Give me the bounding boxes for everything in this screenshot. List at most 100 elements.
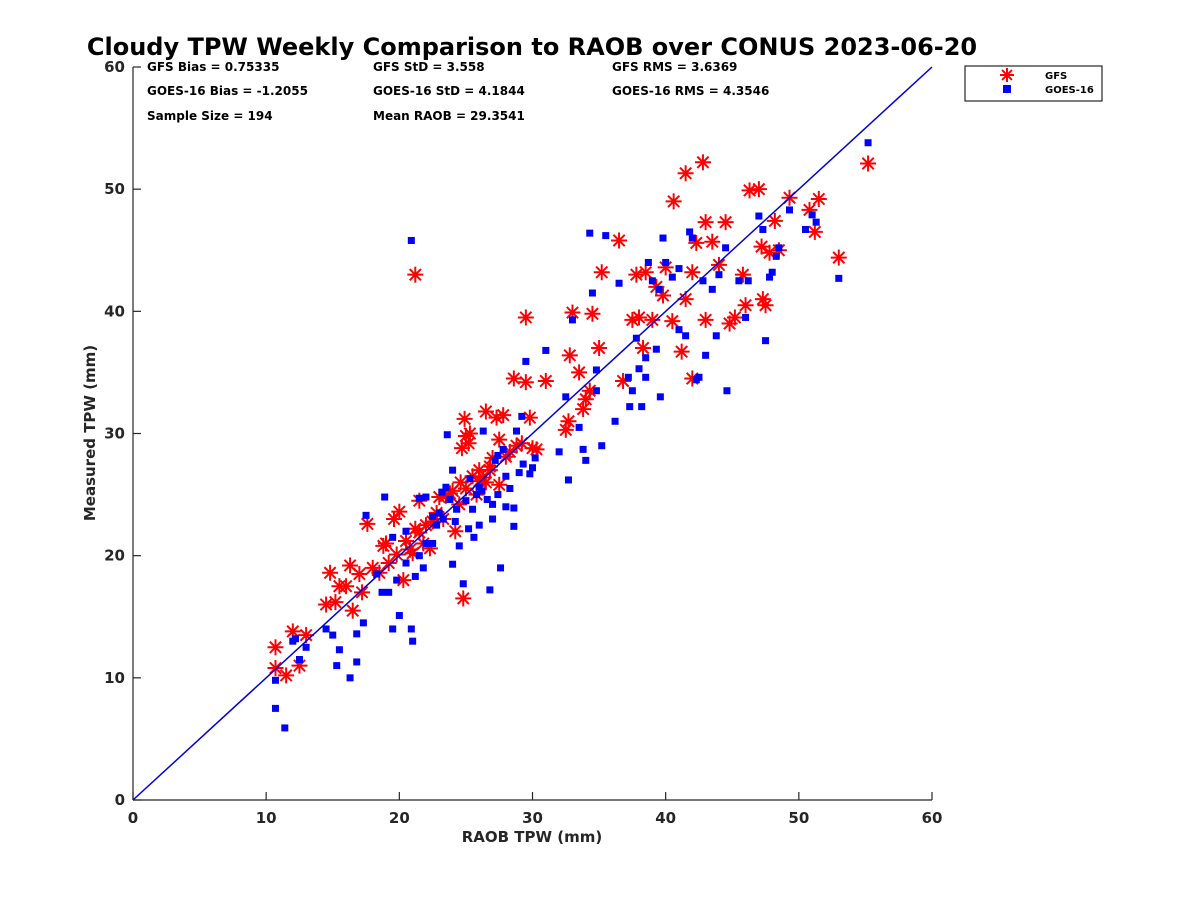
goes16-point [526,470,534,478]
goes16-point [602,232,610,240]
gfs-point [560,413,577,430]
goes16-point [422,539,430,547]
goes16-point [686,228,694,236]
gfs-point [710,256,727,273]
goes16-point [389,533,397,541]
goes16-point [353,658,361,666]
goes16-point [439,515,447,523]
goes16-point [393,576,401,584]
gfs-point [267,639,284,656]
gfs-point [391,503,408,520]
gfs-point [557,421,574,438]
stat-goes-rms: GOES-16 RMS = 4.3546 [612,84,769,98]
goes16-point [568,316,576,324]
gfs-point [860,155,877,172]
goes16-point [715,271,723,279]
goes16-point [835,274,843,282]
goes16-point [419,564,427,572]
goes16-point [506,484,514,492]
goes16-point [489,500,497,508]
stat-goes-bias: GOES-16 Bias = -1.2055 [147,84,308,98]
goes16-point [542,346,550,354]
y-tick-label: 10 [104,669,125,687]
gfs-point [456,410,473,427]
gfs-point [571,364,588,381]
legend-goes-label: GOES-16 [1045,85,1094,96]
legend-box [964,65,1103,102]
goes16-point [395,612,403,620]
goes16-point [494,451,502,459]
goes16-point [333,662,341,670]
goes16-point [766,273,774,281]
goes16-point [735,277,743,285]
goes16-point [529,464,536,472]
goes16-point [465,525,473,533]
goes16-point [389,625,397,633]
goes16-point [510,522,518,530]
goes16-point [415,552,423,560]
gfs-point [517,309,534,326]
goes16-point [385,588,393,596]
x-tick-label: 10 [256,809,277,827]
goes16-point [362,511,370,519]
goes16-point [562,393,570,401]
goes16-point [786,206,794,214]
goes16-point [475,521,483,529]
gfs-point [664,313,681,330]
gfs-point [477,403,494,420]
goes16-point [812,218,820,226]
goes16-point [522,357,530,365]
goes16-point [407,236,415,244]
gfs-point [611,232,628,249]
goes16-point [675,265,683,273]
x-axis-title: RAOB TPW (mm) [462,828,603,846]
legend-gfs-marker [1000,68,1014,82]
goes16-point [494,491,502,499]
goes16-point [462,497,470,505]
goes16-point [491,456,499,464]
gfs-point [593,264,610,281]
goes16-point [378,588,386,596]
stat-mean-raob: Mean RAOB = 29.3541 [373,109,525,123]
gfs-point [351,565,368,582]
goes16-point [688,234,696,242]
goes16-point [443,431,451,439]
gfs-point [697,311,714,328]
goes16-point [302,643,310,651]
goes16-point [489,515,497,523]
goes16-point [575,423,583,431]
goes16-point [486,586,494,594]
stat-gfs-rms: GFS RMS = 3.6369 [612,60,737,74]
gfs-point [635,339,652,356]
gfs-point [810,190,827,207]
gfs-point [278,667,295,684]
goes16-point [755,212,763,220]
gfs-point [717,214,734,231]
gfs-point [644,311,661,328]
y-axis-title: Measured TPW (mm) [81,345,99,521]
legend: GFS GOES-16 [964,65,1103,102]
goes16-point [483,495,491,503]
goes16-point [291,635,299,643]
y-tick-label: 50 [104,180,125,198]
goes16-point [433,521,441,529]
goes16-point [402,559,410,567]
stat-gfs-bias: GFS Bias = 0.75335 [147,60,279,74]
goes16-point [642,354,650,362]
goes16-point [502,472,510,480]
goes16-point [435,509,443,517]
gfs-point [447,523,464,540]
goes16-point [744,277,752,285]
goes16-point [864,139,872,147]
goes16-point [801,225,809,233]
goes16-point [586,229,594,237]
goes16-point [611,417,619,425]
goes16-point [359,619,367,627]
gfs-point [665,193,682,210]
goes16-point [478,487,486,495]
gfs-point [677,165,694,182]
goes16-point [592,366,600,374]
goes16-point [742,313,750,321]
goes16-point [808,211,816,219]
